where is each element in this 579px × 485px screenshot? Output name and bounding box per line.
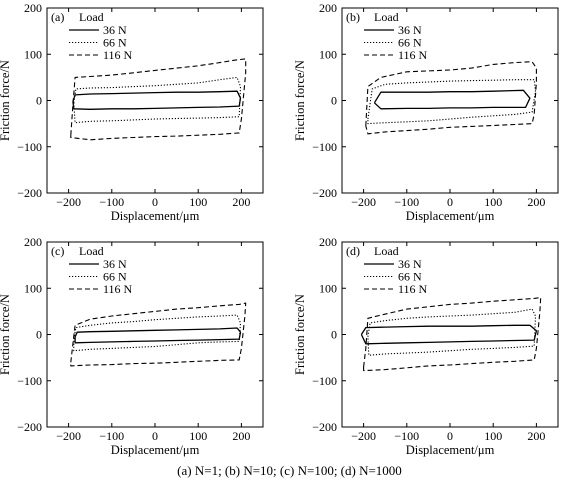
x-tick-label: −100: [394, 429, 419, 443]
y-tick-label: 100: [24, 47, 42, 61]
series-line-66n: [73, 76, 242, 124]
panel-tag: (d): [346, 244, 360, 258]
legend-entry: 36 N: [103, 257, 127, 271]
x-axis-title: Displacement/μm: [406, 209, 495, 223]
series-line-66n: [367, 79, 537, 125]
y-axis-title: Friction force/N: [0, 294, 12, 375]
y-tick-label: −100: [312, 374, 337, 388]
y-tick-label: 200: [24, 1, 42, 15]
figure-caption: (a) N=1; (b) N=10; (c) N=100; (d) N=1000: [177, 463, 402, 478]
x-axis-title: Displacement/μm: [111, 209, 200, 223]
y-axis-title: Friction force/N: [293, 294, 307, 375]
x-tick-label: −200: [351, 429, 376, 443]
legend-entry: 66 N: [103, 36, 127, 50]
legend-title: Load: [374, 244, 399, 258]
chart-panel-1: −200 −100 0 100 200 −200 −100 0 100 200 Displaceme…: [0, 1, 264, 223]
legend-entry: 66 N: [103, 270, 127, 284]
x-tick-label: 100: [189, 195, 207, 209]
panel-tag: (c): [51, 244, 64, 258]
legend-entry: 116 N: [398, 48, 428, 62]
y-tick-label: 100: [24, 281, 42, 295]
x-tick-label: 200: [527, 429, 545, 443]
chart-panel-4: −200 −100 0 100 200 −200 −100 0 100 200 Displaceme…: [293, 235, 559, 457]
x-tick-label: −100: [394, 195, 419, 209]
y-tick-label: 200: [319, 235, 337, 249]
legend-title: Load: [374, 10, 399, 24]
x-tick-label: −100: [99, 195, 124, 209]
plot-frame: [341, 7, 559, 194]
y-axis-title: Friction force/N: [0, 60, 12, 141]
legend-title: Load: [79, 244, 104, 258]
plot-frame: [46, 241, 264, 428]
series-line-36n: [360, 324, 538, 345]
panel-tag: (b): [346, 10, 360, 24]
y-tick-label: 100: [319, 281, 337, 295]
legend-entry: 66 N: [398, 36, 422, 50]
x-tick-label: 200: [527, 195, 545, 209]
legend-entry: 36 N: [398, 257, 422, 271]
legend-entry: 116 N: [398, 282, 428, 296]
series-line-116n: [70, 58, 247, 141]
y-tick-label: 200: [319, 1, 337, 15]
legend-entry: 66 N: [398, 270, 422, 284]
y-tick-label: −100: [312, 140, 337, 154]
y-tick-label: 0: [36, 94, 42, 108]
panel-tag: (a): [51, 10, 64, 24]
chart-panel-2: −200 −100 0 100 200 −200 −100 0 100 200 Displaceme…: [293, 1, 559, 223]
x-tick-label: −200: [56, 195, 81, 209]
x-tick-label: 100: [484, 429, 502, 443]
x-tick-label: −200: [351, 195, 376, 209]
y-tick-label: −200: [312, 420, 337, 434]
series-line-66n: [367, 308, 537, 356]
y-tick-label: 0: [36, 328, 42, 342]
legend-entry: 116 N: [103, 282, 133, 296]
y-tick-label: 0: [331, 328, 337, 342]
x-tick-label: 200: [232, 429, 250, 443]
x-tick-label: 0: [447, 195, 453, 209]
x-tick-label: 0: [152, 429, 158, 443]
series-line-36n: [74, 327, 242, 344]
x-tick-label: −100: [99, 429, 124, 443]
x-axis-title: Displacement/μm: [111, 443, 200, 457]
series-line-36n: [72, 90, 242, 110]
x-tick-label: 100: [189, 429, 207, 443]
series-line-66n: [73, 314, 242, 352]
x-axis-title: Displacement/μm: [406, 443, 495, 457]
y-tick-label: 200: [24, 235, 42, 249]
legend-entry: 36 N: [398, 23, 422, 37]
legend-entry: 116 N: [103, 48, 133, 62]
x-tick-label: 200: [232, 195, 250, 209]
plot-frame: [341, 241, 559, 428]
x-tick-label: 0: [447, 429, 453, 443]
legend-title: Load: [79, 10, 104, 24]
x-tick-label: 100: [484, 195, 502, 209]
chart-panel-3: −200 −100 0 100 200 −200 −100 0 100 200 Displaceme…: [0, 235, 264, 457]
y-tick-label: −100: [17, 140, 42, 154]
series-line-116n: [363, 296, 542, 372]
y-tick-label: 0: [331, 94, 337, 108]
series-line-116n: [70, 302, 247, 367]
series-line-36n: [373, 89, 531, 110]
x-tick-label: −200: [56, 429, 81, 443]
series-line-116n: [365, 61, 537, 135]
x-tick-label: 0: [152, 195, 158, 209]
y-tick-label: −100: [17, 374, 42, 388]
y-tick-label: −200: [312, 186, 337, 200]
legend-entry: 36 N: [103, 23, 127, 37]
y-tick-label: 100: [319, 47, 337, 61]
y-axis-title: Friction force/N: [293, 60, 307, 141]
y-tick-label: −200: [17, 420, 42, 434]
y-tick-label: −200: [17, 186, 42, 200]
plot-frame: [46, 7, 264, 194]
